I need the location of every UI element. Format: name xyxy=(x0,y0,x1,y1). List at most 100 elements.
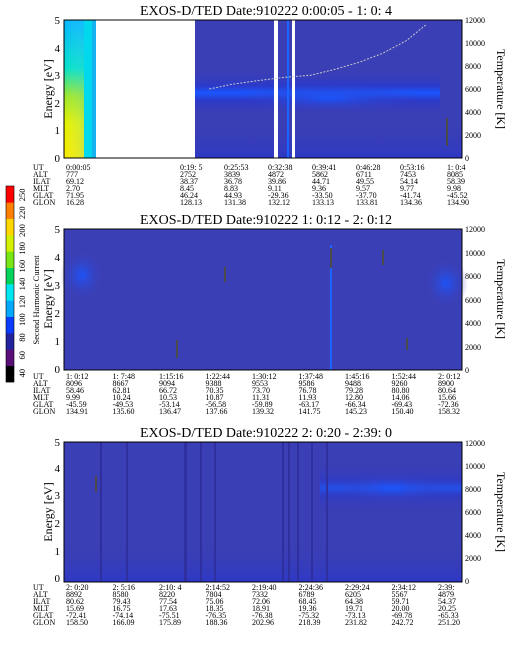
panel-1-ytick-right: 0 xyxy=(465,154,469,163)
ephemeris-value-ut: 0:25:53 xyxy=(224,163,248,172)
ephemeris-value-mlt: 20.25 xyxy=(438,604,456,613)
colorbar-cell xyxy=(6,349,14,366)
ephemeris-value-alt: 7453 xyxy=(400,170,416,179)
ephemeris-value-mlt: 9.57 xyxy=(356,184,370,193)
panel-1-low-shade xyxy=(195,118,462,158)
panel-2-ytick-right: 8000 xyxy=(465,272,481,281)
ephemeris-value-alt: 9260 xyxy=(392,379,408,388)
panel-1-ytick-right: 2000 xyxy=(465,131,481,140)
ephemeris-value-alt: 9553 xyxy=(252,379,268,388)
ephemeris-value-ilat: 80.62 xyxy=(66,597,84,606)
ephemeris-value-ilat: 79.43 xyxy=(113,597,131,606)
ephemeris-label: ALT xyxy=(33,170,48,179)
ephemeris-value-ut: 1: 0:4 xyxy=(447,163,465,172)
panel-3-ytick-right: 12000 xyxy=(465,439,485,448)
ephemeris-value-alt: 9488 xyxy=(345,379,361,388)
ephemeris-value-mlt: 9.99 xyxy=(66,393,80,402)
panel-3-ytick: 3 xyxy=(55,490,61,502)
colorbar: 40 60 80 100 120 140 160 180 200 220 250 Second Ha… xyxy=(5,185,41,383)
panel-2-ytick-right: 2000 xyxy=(465,343,481,352)
ephemeris-value-ut: 0:39:41 xyxy=(312,163,336,172)
colorbar-cell xyxy=(6,186,14,203)
colorbar-cell xyxy=(6,284,14,301)
ephemeris-value-mlt: 20.00 xyxy=(392,604,410,613)
panel-3-frame xyxy=(63,441,463,583)
ephemeris-label: UT xyxy=(33,583,44,592)
panel-3-ytick: 2 xyxy=(55,518,61,530)
colorbar-tick-label: 220 xyxy=(17,206,27,219)
colorbar-tick-label: 80 xyxy=(17,333,27,342)
ephemeris-value-mlt: 17.63 xyxy=(159,604,177,613)
ephemeris-value-glat: -73.13 xyxy=(345,611,366,620)
ephemeris-value-glat: -56.58 xyxy=(206,400,227,409)
ephemeris-value-alt: 777 xyxy=(66,170,78,179)
ephemeris-value-ilat: 79.28 xyxy=(345,386,363,395)
ephemeris-value-mlt: 10.53 xyxy=(159,393,177,402)
ephemeris-value-alt: 9586 xyxy=(299,379,315,388)
colorbar-tick-label: 200 xyxy=(17,224,27,237)
panel-1-gap-1 xyxy=(274,20,278,158)
ephemeris-value-glon: 134.90 xyxy=(447,198,469,207)
panel-1-ytick-right: 10000 xyxy=(465,39,485,48)
ephemeris-value-ilat: 64.38 xyxy=(345,597,363,606)
ephemeris-value-ilat: 69.12 xyxy=(66,177,84,186)
panel-1-ytick: 5 xyxy=(55,15,61,27)
ephemeris-value-glon: 134.36 xyxy=(400,198,422,207)
colorbar-ticks: 40 60 80 100 120 140 160 180 200 220 250 xyxy=(17,189,27,378)
ephemeris-value-glon: 150.40 xyxy=(392,407,414,416)
ephemeris-label: UT xyxy=(33,372,44,381)
panel-1-ytick: 4 xyxy=(55,43,61,55)
ephemeris-value-mlt: 14.06 xyxy=(392,393,410,402)
colorbar-frame xyxy=(5,185,15,383)
ephemeris-value-glon: 218.39 xyxy=(299,618,321,627)
ephemeris-value-glon: 175.89 xyxy=(159,618,181,627)
ephemeris-value-glat: -63.17 xyxy=(299,400,320,409)
ephemeris-value-ut: 2:39: xyxy=(438,583,454,592)
ephemeris-value-ut: 2:10: 4 xyxy=(159,583,181,592)
ephemeris-value-mlt: 11.93 xyxy=(299,393,317,402)
ephemeris-value-alt: 5862 xyxy=(312,170,328,179)
panel-1-ytick: 3 xyxy=(55,70,61,82)
ephemeris-value-ut: 1:37:48 xyxy=(299,372,323,381)
ephemeris-value-glat: -69.43 xyxy=(392,400,413,409)
ephemeris-value-glat: 44.93 xyxy=(224,191,242,200)
ephemeris-value-ilat: 70.35 xyxy=(206,386,224,395)
panel-1-streak xyxy=(287,20,289,158)
panel-2-ytick: 2 xyxy=(55,308,61,320)
panel-1-ephemeris-labels: UT ALT ILAT MLT GLAT GLON xyxy=(33,163,55,207)
ephemeris-value-ut: 1: 0:12 xyxy=(66,372,88,381)
ephemeris-value-alt: 3839 xyxy=(224,170,240,179)
ephemeris-value-glon: 135.60 xyxy=(113,407,135,416)
ephemeris-value-ilat: 39.86 xyxy=(268,177,286,186)
ephemeris-value-ilat: 72.06 xyxy=(252,597,270,606)
panel-1-ytick: 0 xyxy=(55,153,61,165)
ephemeris-value-glon: 136.47 xyxy=(159,407,181,416)
panel-1-ytick-right: 6000 xyxy=(465,85,481,94)
ephemeris-value-mlt: 19.36 xyxy=(299,604,317,613)
panel-1-ylabel-right: Temperature [K] xyxy=(494,49,505,129)
panel-2-ytick: 3 xyxy=(55,280,61,292)
ephemeris-label: ALT xyxy=(33,590,48,599)
panel-3-ylabel-right: Temperature [K] xyxy=(494,472,505,552)
ephemeris-value-glat: -41.74 xyxy=(400,191,421,200)
ephemeris-value-ut: 2: 0:20 xyxy=(66,583,88,592)
ephemeris-value-mlt: 9.98 xyxy=(447,184,461,193)
ephemeris-value-ut: 1:15:16 xyxy=(159,372,183,381)
panel-2-mark xyxy=(406,338,408,350)
ephemeris-value-glat: -37.70 xyxy=(356,191,377,200)
panel-1-ytick-right: 8000 xyxy=(465,62,481,71)
panel-2-ytick: 5 xyxy=(55,224,61,236)
ephemeris-value-ilat: 44.71 xyxy=(312,177,330,186)
ephemeris-value-alt: 8892 xyxy=(66,590,82,599)
ephemeris-value-mlt: 16.75 xyxy=(113,604,131,613)
ephemeris-value-glon: 166.09 xyxy=(113,618,135,627)
panel-1-mark xyxy=(446,118,448,146)
ephemeris-value-alt: 4879 xyxy=(438,590,454,599)
ephemeris-value-ut: 0:53:16 xyxy=(400,163,424,172)
ephemeris-value-mlt: 15.69 xyxy=(66,604,84,613)
panel-3-ytick: 0 xyxy=(55,573,61,585)
colorbar-tick-label: 40 xyxy=(17,369,27,378)
colorbar-cell xyxy=(6,316,14,334)
panel-2: EXOS-D/TED Date:910222 1: 0:12 - 2: 0:12… xyxy=(33,213,505,416)
ephemeris-value-glat: -75.32 xyxy=(299,611,320,620)
